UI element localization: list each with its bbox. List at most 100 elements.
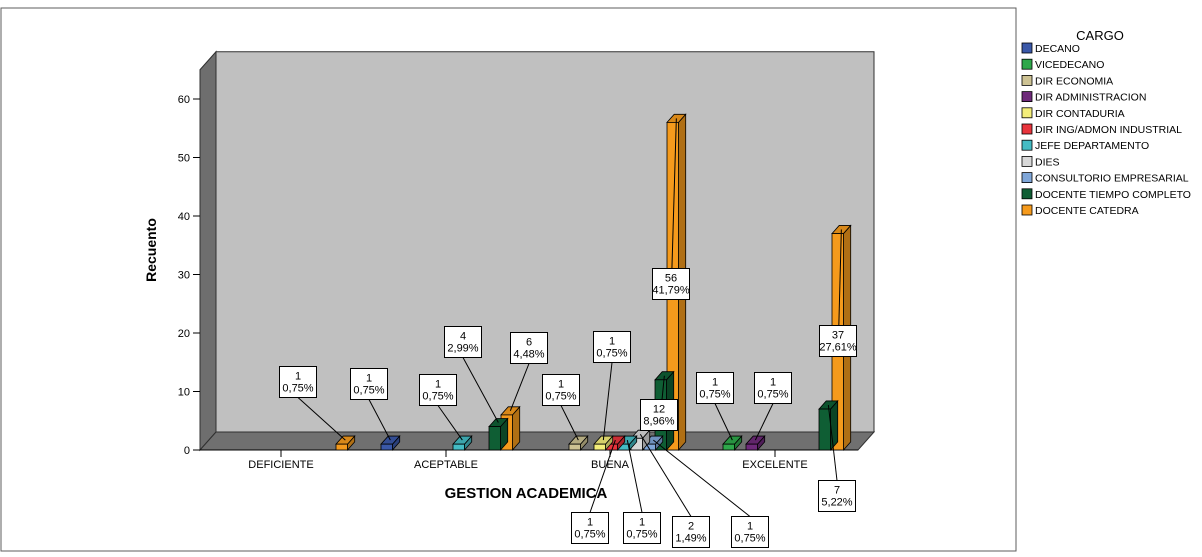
svg-text:8,96%: 8,96% <box>643 416 674 428</box>
legend-label: DIR ECONOMIA <box>1035 75 1113 87</box>
legend-item: DIR CONTADURIA <box>1021 107 1125 120</box>
data-label-leader <box>626 440 643 513</box>
data-label-leader <box>714 403 733 441</box>
y-tick-label: 10 <box>178 387 190 399</box>
y-tick-label: 50 <box>178 153 190 165</box>
svg-text:6: 6 <box>526 337 532 349</box>
svg-text:37: 37 <box>832 330 844 342</box>
legend-label: DOCENTE CATEDRA <box>1035 205 1139 217</box>
svg-text:1: 1 <box>712 377 718 389</box>
svg-text:1: 1 <box>747 521 753 533</box>
svg-text:27,61%: 27,61% <box>819 342 857 354</box>
legend-title: CARGO <box>1076 28 1124 43</box>
svg-text:0,75%: 0,75% <box>626 529 657 541</box>
legend-label: VICEDECANO <box>1035 59 1104 71</box>
svg-text:0,75%: 0,75% <box>574 529 605 541</box>
data-label: 21,49% <box>672 516 710 548</box>
legend-label: DIR ING/ADMON INDUSTRIAL <box>1035 124 1182 136</box>
legend-item: DOCENTE CATEDRA <box>1021 204 1139 217</box>
x-tick-label: EXCELENTE <box>742 459 807 471</box>
svg-text:1: 1 <box>558 379 564 391</box>
x-tick-label: BUENA <box>591 459 630 471</box>
legend-swatch <box>1021 188 1033 200</box>
data-label: 10,75% <box>593 331 631 363</box>
data-label: 128,96% <box>640 399 678 431</box>
data-label-leader <box>560 405 579 441</box>
data-label-leader <box>589 439 616 513</box>
svg-text:7: 7 <box>834 485 840 497</box>
y-tick-label: 0 <box>184 445 190 457</box>
svg-text:0,75%: 0,75% <box>757 389 788 401</box>
svg-text:0,75%: 0,75% <box>596 348 627 360</box>
data-label: 64,48% <box>510 332 548 364</box>
legend-item: CONSULTORIO EMPRESARIAL <box>1021 172 1189 185</box>
legend-item: DOCENTE TIEMPO COMPLETO <box>1021 188 1191 201</box>
x-tick-label: ACEPTABLE <box>414 459 478 471</box>
data-label: 10,75% <box>623 512 661 544</box>
data-label: 10,75% <box>754 372 792 404</box>
data-label-leader <box>437 405 463 441</box>
data-label-leader <box>368 399 391 441</box>
data-label: 75,22% <box>818 480 856 512</box>
y-tick-label: 30 <box>178 270 190 282</box>
svg-text:4: 4 <box>460 331 466 343</box>
legend-label: DIR ADMINISTRACION <box>1035 92 1146 104</box>
data-label-leader <box>754 403 774 441</box>
svg-text:1: 1 <box>609 336 615 348</box>
legend-swatch <box>1021 204 1033 216</box>
legend-swatch <box>1021 172 1033 184</box>
y-axis-title: Recuento <box>143 218 159 282</box>
data-label: 42,99% <box>444 326 482 358</box>
x-tick-label: DEFICIENTE <box>248 459 313 471</box>
data-label: 10,75% <box>279 366 317 398</box>
data-label: 10,75% <box>696 372 734 404</box>
legend-swatch <box>1021 42 1033 54</box>
legend-swatch <box>1021 107 1033 119</box>
svg-text:0,75%: 0,75% <box>282 383 313 395</box>
svg-text:1: 1 <box>770 377 776 389</box>
svg-text:2,99%: 2,99% <box>447 343 478 355</box>
svg-text:0,75%: 0,75% <box>422 391 453 403</box>
data-label-leader <box>297 397 346 441</box>
legend-swatch <box>1021 123 1033 135</box>
plot-floor <box>198 431 876 451</box>
data-label: 10,75% <box>419 374 457 406</box>
data-label-leader <box>602 362 613 441</box>
legend-label: DIES <box>1035 156 1060 168</box>
legend: DECANO VICEDECANO DIR ECONOMIA DIR ADMINIST… <box>1021 42 1191 217</box>
legend-label: DECANO <box>1035 43 1080 55</box>
svg-text:0,75%: 0,75% <box>353 385 384 397</box>
data-label-leader <box>462 357 499 423</box>
svg-text:1: 1 <box>295 371 301 383</box>
legend-item: DIR ECONOMIA <box>1021 75 1113 87</box>
data-label: 10,75% <box>571 512 609 544</box>
y-tick-label: 20 <box>178 328 190 340</box>
data-label: 10,75% <box>731 516 769 548</box>
svg-text:1: 1 <box>366 373 372 385</box>
svg-text:5,22%: 5,22% <box>821 497 852 509</box>
bar <box>488 417 509 452</box>
legend-item: DIES <box>1021 155 1060 168</box>
data-label-leader <box>639 433 692 517</box>
svg-text:4,48%: 4,48% <box>513 349 544 361</box>
plot-side-wall <box>199 50 217 452</box>
legend-swatch <box>1021 139 1033 151</box>
svg-text:0,75%: 0,75% <box>545 391 576 403</box>
legend-item: DIR ADMINISTRACION <box>1021 91 1146 104</box>
legend-label: JEFE DEPARTAMENTO <box>1035 140 1149 152</box>
legend-item: DIR ING/ADMON INDUSTRIAL <box>1021 123 1182 136</box>
svg-text:1: 1 <box>587 517 593 529</box>
x-axis-title: GESTION ACADEMICA <box>445 485 608 502</box>
svg-text:56: 56 <box>665 273 677 285</box>
y-tick-label: 40 <box>178 211 190 223</box>
legend-label: DOCENTE TIEMPO COMPLETO <box>1035 189 1191 201</box>
legend-swatch <box>1021 75 1033 86</box>
svg-text:0,75%: 0,75% <box>734 533 765 545</box>
data-label: 10,75% <box>542 374 580 406</box>
svg-text:1,49%: 1,49% <box>675 533 706 545</box>
data-label-leader <box>509 363 530 412</box>
svg-text:0,75%: 0,75% <box>699 389 730 401</box>
legend-item: JEFE DEPARTAMENTO <box>1021 139 1149 152</box>
